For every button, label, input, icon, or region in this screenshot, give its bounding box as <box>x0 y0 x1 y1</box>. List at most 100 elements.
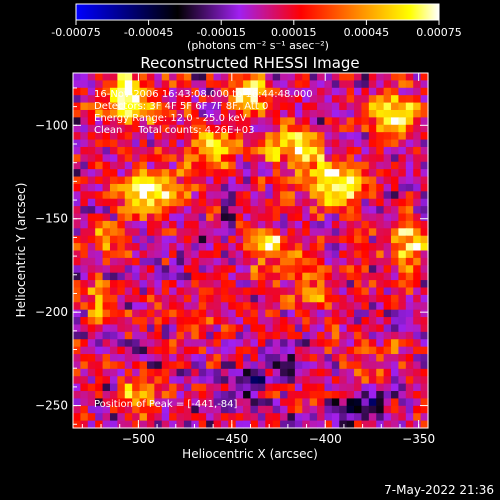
heatmap-cell <box>213 317 222 326</box>
heatmap-cell <box>161 235 170 244</box>
heatmap-cell <box>220 243 229 252</box>
heatmap-cell <box>368 243 377 252</box>
heatmap-cell <box>220 339 229 348</box>
heatmap-cell <box>124 191 133 200</box>
heatmap-cell <box>317 124 326 133</box>
heatmap-cell <box>73 272 81 281</box>
heatmap-cell <box>169 383 178 392</box>
heatmap-cell <box>250 391 259 400</box>
heatmap-cell <box>102 176 111 185</box>
heatmap-cell <box>302 73 311 81</box>
heatmap-cell <box>132 124 141 133</box>
heatmap-cell <box>250 413 259 422</box>
heatmap-cell <box>169 169 178 178</box>
heatmap-cell <box>243 206 252 215</box>
heatmap-cell <box>191 287 200 296</box>
heatmap-cell <box>117 405 126 414</box>
heatmap-cell <box>257 146 266 155</box>
heatmap-cell <box>73 257 81 266</box>
colorbar-tick-label: 0.00045 <box>344 26 390 39</box>
heatmap-cell <box>169 213 178 222</box>
heatmap-cell <box>95 346 104 355</box>
heatmap-cell <box>206 420 215 429</box>
heatmap-cell <box>250 206 259 215</box>
heatmap-cell <box>139 257 148 266</box>
heatmap-cell <box>243 73 252 81</box>
heatmap-cell <box>228 154 237 163</box>
heatmap-cell <box>228 132 237 141</box>
heatmap-cell <box>191 169 200 178</box>
heatmap-cell <box>272 339 281 348</box>
heatmap-cell <box>80 413 89 422</box>
heatmap-cell <box>243 376 252 385</box>
heatmap-cell <box>139 368 148 377</box>
heatmap-cell <box>139 198 148 207</box>
heatmap-cell <box>413 294 422 303</box>
heatmap-cell <box>220 220 229 229</box>
heatmap-cell <box>132 220 141 229</box>
heatmap-cell <box>243 146 252 155</box>
heatmap-cell <box>73 95 81 104</box>
heatmap-cell <box>280 95 289 104</box>
heatmap-cell <box>213 376 222 385</box>
heatmap-cell <box>109 183 118 192</box>
heatmap-cell <box>87 235 96 244</box>
heatmap-cell <box>398 339 407 348</box>
heatmap-cell <box>169 117 178 126</box>
heatmap-cell <box>413 376 422 385</box>
heatmap-cell <box>265 220 274 229</box>
heatmap-cell <box>331 383 340 392</box>
heatmap-cell <box>354 206 363 215</box>
heatmap-cell <box>383 309 392 318</box>
heatmap-cell <box>413 109 422 118</box>
heatmap-cell <box>383 176 392 185</box>
heatmap-cell <box>257 376 266 385</box>
heatmap-cell <box>309 354 318 363</box>
heatmap-cell <box>346 405 355 414</box>
heatmap-cell <box>250 183 259 192</box>
heatmap-cell <box>124 102 133 111</box>
heatmap-cell <box>257 250 266 259</box>
heatmap-cell <box>354 294 363 303</box>
heatmap-cell <box>161 95 170 104</box>
heatmap-cell <box>317 198 326 207</box>
heatmap-cell <box>331 139 340 148</box>
heatmap-cell <box>228 124 237 133</box>
heatmap-cell <box>198 243 207 252</box>
heatmap-cell <box>139 405 148 414</box>
heatmap-cell <box>272 309 281 318</box>
heatmap-cell <box>206 146 215 155</box>
heatmap-cell <box>398 213 407 222</box>
heatmap-cell <box>198 228 207 237</box>
heatmap-cell <box>87 361 96 370</box>
heatmap-cell <box>383 331 392 340</box>
heatmap-cell <box>413 391 422 400</box>
heatmap-cell <box>265 265 274 274</box>
heatmap-cell <box>117 376 126 385</box>
heatmap-cell <box>117 413 126 422</box>
heatmap-cell <box>109 413 118 422</box>
heatmap-cell <box>250 339 259 348</box>
heatmap-cell <box>346 346 355 355</box>
heatmap-cell <box>102 183 111 192</box>
heatmap-cell <box>287 420 296 429</box>
heatmap-cell <box>376 339 385 348</box>
heatmap-cell <box>420 235 429 244</box>
heatmap-cell <box>87 376 96 385</box>
heatmap-cell <box>250 354 259 363</box>
heatmap-cell <box>405 317 414 326</box>
heatmap-cell <box>146 265 155 274</box>
heatmap-cell <box>109 272 118 281</box>
heatmap-cell <box>154 139 163 148</box>
heatmap-cell <box>420 169 429 178</box>
heatmap-cell <box>109 117 118 126</box>
heatmap-cell <box>368 109 377 118</box>
heatmap-cell <box>302 346 311 355</box>
heatmap-cell <box>294 346 303 355</box>
heatmap-cell <box>398 272 407 281</box>
heatmap-cell <box>80 405 89 414</box>
heatmap-cell <box>139 324 148 333</box>
heatmap-cell <box>413 339 422 348</box>
heatmap-cell <box>243 398 252 407</box>
heatmap-cell <box>309 161 318 170</box>
